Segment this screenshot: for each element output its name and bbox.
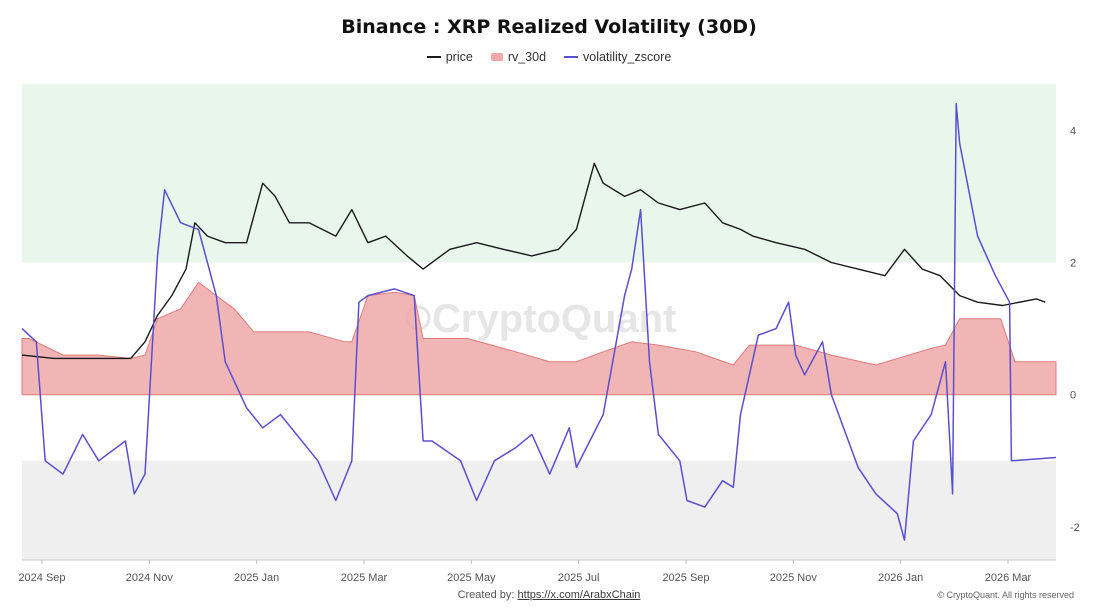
legend-label: price xyxy=(445,50,473,64)
rv-area-layer xyxy=(21,281,1057,396)
footer-credit: Created by: https://x.com/ArabxChain xyxy=(0,589,1098,601)
x-tick-label: 2024 Nov xyxy=(126,572,174,584)
legend-label: rv_30d xyxy=(507,50,547,64)
x-tick-label: 2025 Sep xyxy=(662,572,709,584)
legend-swatch xyxy=(426,56,441,58)
y-tick-label: 2 xyxy=(1070,258,1076,270)
legend-swatch xyxy=(564,56,579,58)
legend-item-volatility-zscore[interactable]: volatility_zscore xyxy=(564,50,671,64)
x-tick-label: 2025 Jan xyxy=(234,572,279,584)
x-tick-label: 2025 Mar xyxy=(341,572,388,584)
y-tick-label: 4 xyxy=(1070,125,1076,137)
x-tick-label: 2025 Jul xyxy=(558,572,600,584)
svg-text:CryptoQuant: CryptoQuant xyxy=(432,297,676,341)
line-layer xyxy=(21,103,1057,541)
copyright-text: © CryptoQuant. All rights reserved xyxy=(937,590,1074,600)
x-tick-label: 2025 Nov xyxy=(770,572,818,584)
created-by-link[interactable]: https://x.com/ArabxChain xyxy=(517,589,641,601)
zone-band-0 xyxy=(22,84,1056,263)
watermark: CryptoQuant xyxy=(405,297,676,341)
y-tick-label: -2 xyxy=(1070,522,1080,534)
x-tick-label: 2026 Jan xyxy=(878,572,923,584)
x-tick-label: 2026 Mar xyxy=(985,572,1032,584)
axis-layer: 2024 Sep 2024 Nov 2025 Jan 2025 Mar 2025 May… xyxy=(18,125,1079,584)
legend-item-price[interactable]: price xyxy=(426,50,473,64)
legend-item-rv-30d[interactable]: rv_30d xyxy=(490,50,547,64)
series-price-line xyxy=(21,162,1046,360)
x-tick-label: 2025 May xyxy=(447,572,496,584)
legend-label: volatility_zscore xyxy=(583,50,672,64)
chart-title: Binance : XRP Realized Volatility (30D) xyxy=(341,16,757,38)
series-volatility-zscore-line xyxy=(21,103,1057,541)
created-by-label: Created by: xyxy=(457,589,515,601)
series-rv-30d-area xyxy=(21,281,1057,396)
zone-bands xyxy=(22,84,1056,560)
legend: price rv_30d volatility_zscore xyxy=(0,50,1098,64)
zone-band-1 xyxy=(22,460,1056,560)
legend-swatch xyxy=(490,53,503,61)
x-tick-label: 2024 Sep xyxy=(18,572,65,584)
y-tick-label: 0 xyxy=(1070,390,1076,402)
